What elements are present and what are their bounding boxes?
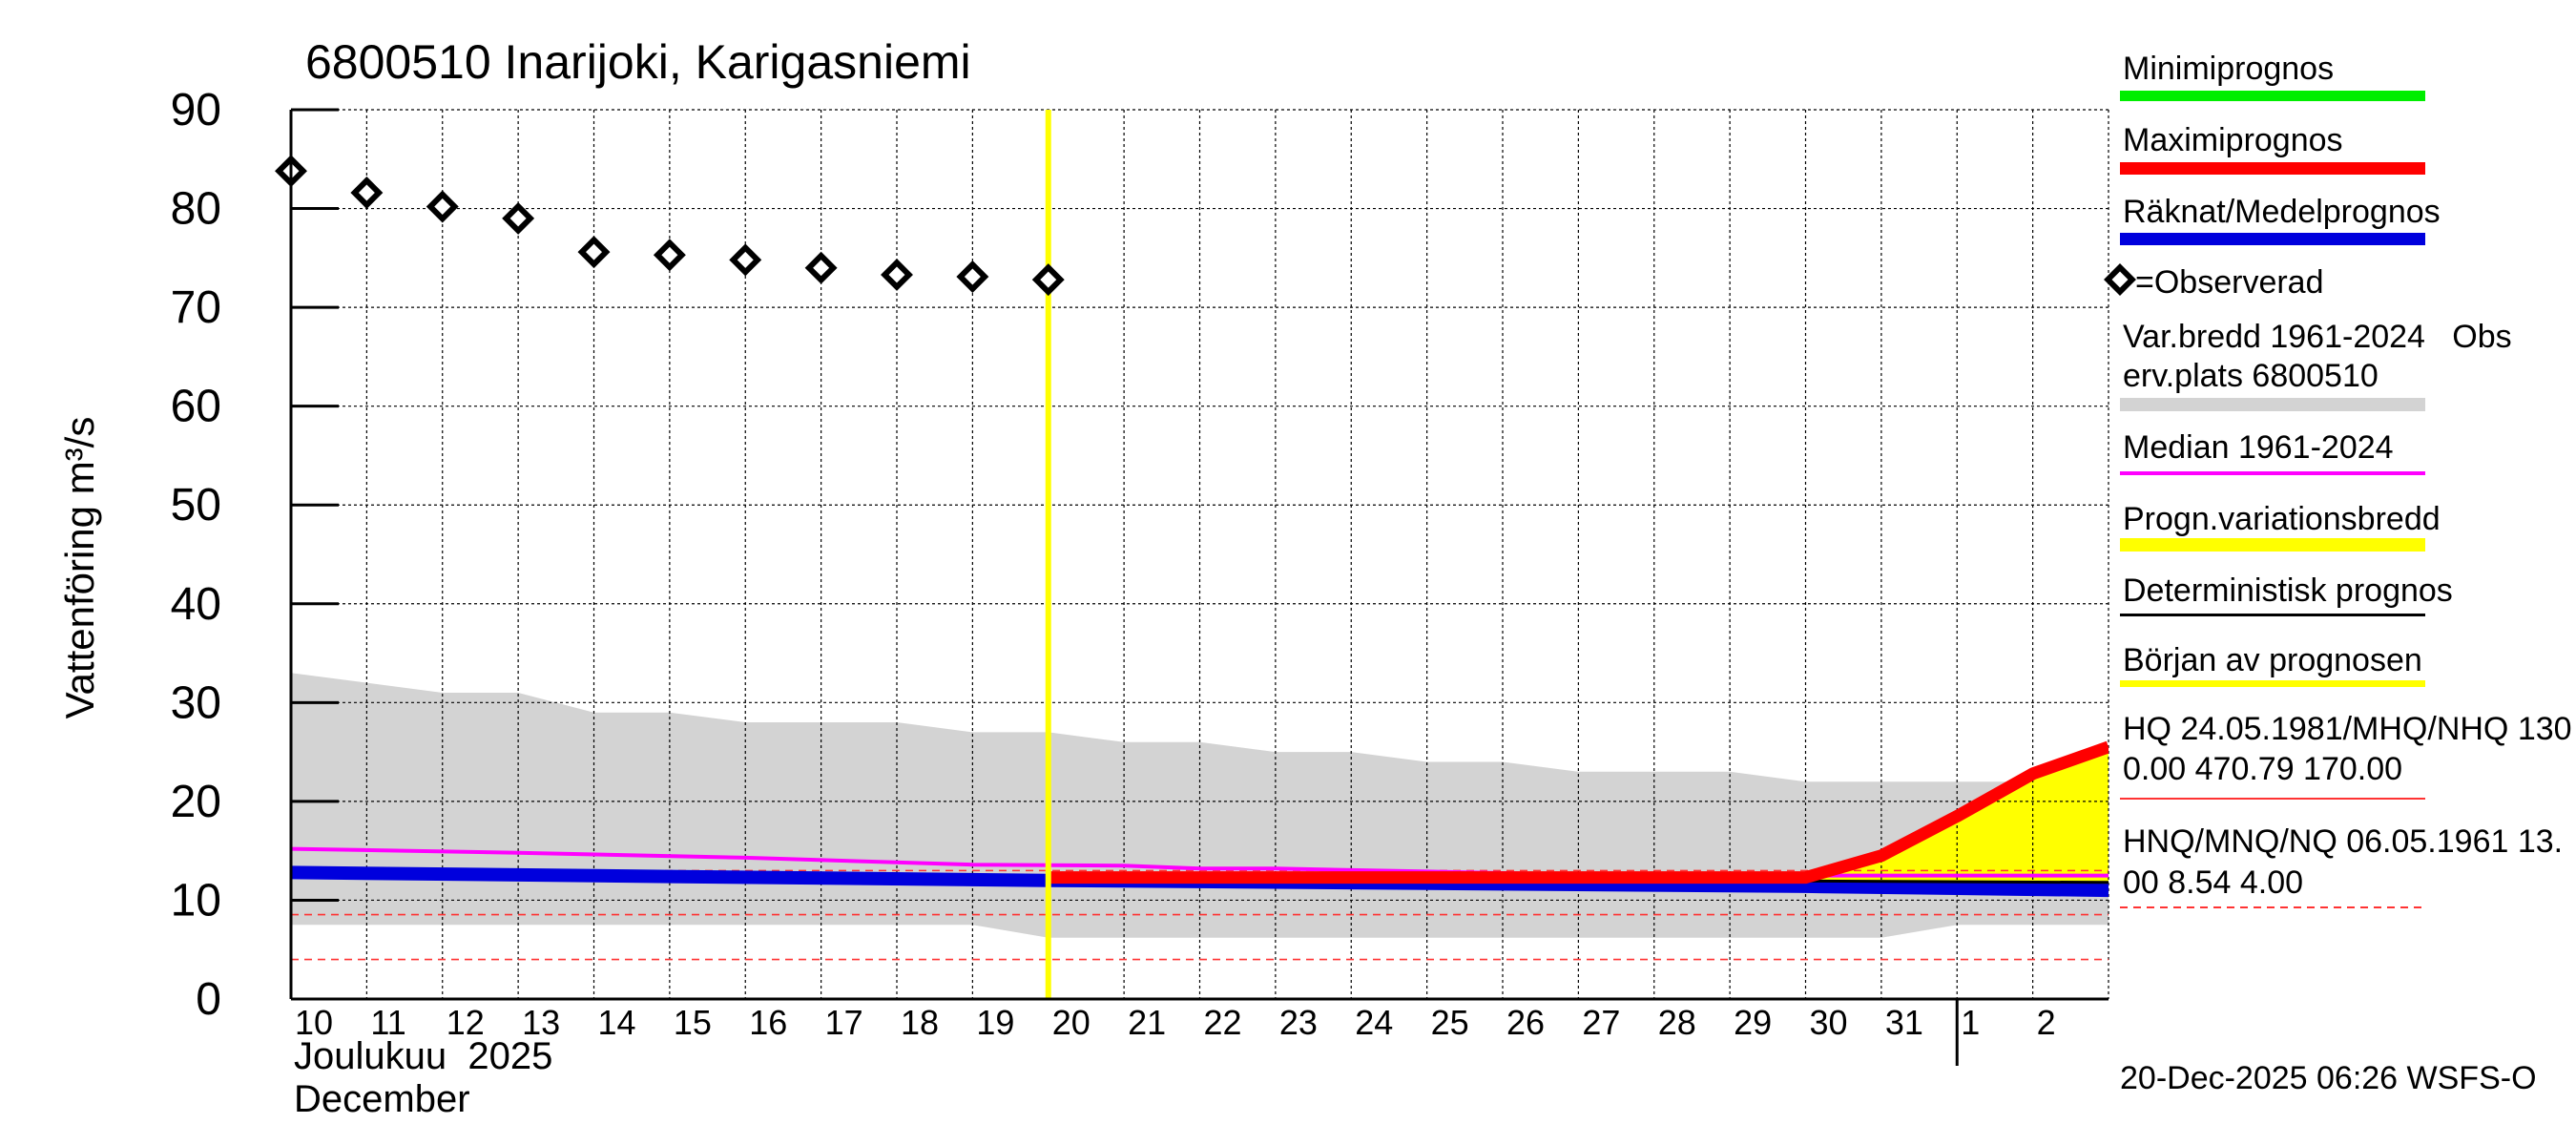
axes xyxy=(289,110,2109,1066)
observed-point xyxy=(804,251,838,284)
legend-swatch-median xyxy=(2120,471,2425,475)
legend-label-max: Maximiprognos xyxy=(2123,122,2343,158)
y-tick-label: 0 xyxy=(196,974,221,1025)
legend-label-deterministic: Deterministisk prognos xyxy=(2123,572,2453,609)
x-tick-label: 29 xyxy=(1734,1003,1772,1042)
y-tick-label: 10 xyxy=(171,875,221,926)
y-tick-label: 70 xyxy=(171,282,221,333)
x-tick-label: 1 xyxy=(1961,1003,1980,1042)
x-tick-label: 23 xyxy=(1279,1003,1318,1042)
observed-point xyxy=(577,236,611,269)
observed-point xyxy=(653,239,686,272)
y-tick-label: 20 xyxy=(171,777,221,827)
x-tick-label: 27 xyxy=(1582,1003,1620,1042)
legend-label-hnq-1: HNQ/MNQ/NQ 06.05.1961 13. xyxy=(2123,823,2563,860)
observed-point xyxy=(881,258,913,291)
legend-swatch-mean xyxy=(2120,233,2425,245)
legend: Minimiprognos Maximiprognos Räknat/Medel… xyxy=(2104,51,2572,908)
y-tick-label: 30 xyxy=(171,677,221,728)
observed-point xyxy=(350,177,384,209)
observed-point xyxy=(426,190,459,223)
x-tick-label: 2 xyxy=(2037,1003,2056,1042)
x-tick-label: 14 xyxy=(598,1003,636,1042)
observed-point xyxy=(1031,263,1065,297)
x-tick-label: 11 xyxy=(370,1003,405,1042)
legend-swatch-max xyxy=(2120,162,2425,175)
legend-label-hq-2: 0.00 470.79 170.00 xyxy=(2123,751,2402,787)
max-forecast-line xyxy=(1048,740,2109,885)
observed-point xyxy=(729,243,762,277)
x-tick-label: 20 xyxy=(1052,1003,1091,1042)
legend-swatch-fcband xyxy=(2120,538,2425,552)
x-tick-label: 15 xyxy=(674,1003,712,1042)
x-tick-label: 22 xyxy=(1204,1003,1242,1042)
legend-label-observed: =Observerad xyxy=(2135,264,2324,301)
x-tick-label: 25 xyxy=(1431,1003,1469,1042)
y-tick-label: 80 xyxy=(171,184,221,235)
x-tick-label: 31 xyxy=(1885,1003,1923,1042)
x-tick-label: 28 xyxy=(1658,1003,1696,1042)
legend-label-hnq-2: 00 8.54 4.00 xyxy=(2123,864,2303,901)
y-tick-label: 60 xyxy=(171,382,221,432)
y-axis-label: Vattenföring m³/s xyxy=(57,417,102,719)
legend-swatch-hq xyxy=(2120,798,2425,800)
legend-label-varband-2: erv.plats 6800510 xyxy=(2123,358,2379,394)
x-tick-label: 19 xyxy=(976,1003,1014,1042)
x-tick-label: 18 xyxy=(901,1003,939,1042)
x-month-label-fi: Joulukuu 2025 xyxy=(294,1035,552,1077)
y-tick-label: 90 xyxy=(171,85,221,135)
x-tick-label: 21 xyxy=(1128,1003,1166,1042)
legend-label-varband-1: Var.bredd 1961-2024 Obs xyxy=(2123,319,2512,355)
y-tick-label: 50 xyxy=(171,480,221,531)
observed-point xyxy=(956,260,989,293)
observed-point xyxy=(502,201,535,235)
x-tick-label: 13 xyxy=(522,1003,560,1042)
legend-swatch-deterministic xyxy=(2120,614,2425,616)
x-tick-label: 26 xyxy=(1506,1003,1545,1042)
legend-swatch-forecast-start xyxy=(2120,680,2425,687)
x-tick-label: 30 xyxy=(1810,1003,1848,1042)
x-tick-label: 12 xyxy=(447,1003,485,1042)
legend-label-fcband: Progn.variationsbredd xyxy=(2123,501,2441,537)
x-tick-label: 24 xyxy=(1355,1003,1393,1042)
legend-observed-marker xyxy=(2104,263,2136,296)
x-tick-label: 17 xyxy=(825,1003,863,1042)
legend-label-hq-1: HQ 24.05.1981/MHQ/NHQ 130 xyxy=(2123,711,2572,747)
x-tick-label: 10 xyxy=(295,1003,333,1042)
legend-label-median: Median 1961-2024 xyxy=(2123,429,2394,466)
legend-swatch-varband xyxy=(2120,398,2425,411)
footer-timestamp: 20-Dec-2025 06:26 WSFS-O xyxy=(2120,1060,2537,1096)
x-tick-label: 16 xyxy=(749,1003,787,1042)
legend-label-mean: Räknat/Medelprognos xyxy=(2123,194,2441,230)
x-month-label-en: December xyxy=(294,1078,470,1120)
legend-swatch-min xyxy=(2120,91,2425,101)
legend-label-forecast-start: Början av prognosen xyxy=(2123,642,2422,678)
legend-label-min: Minimiprognos xyxy=(2123,51,2334,87)
y-tick-label: 40 xyxy=(171,579,221,630)
chart-title: 6800510 Inarijoki, Karigasniemi xyxy=(305,35,971,89)
